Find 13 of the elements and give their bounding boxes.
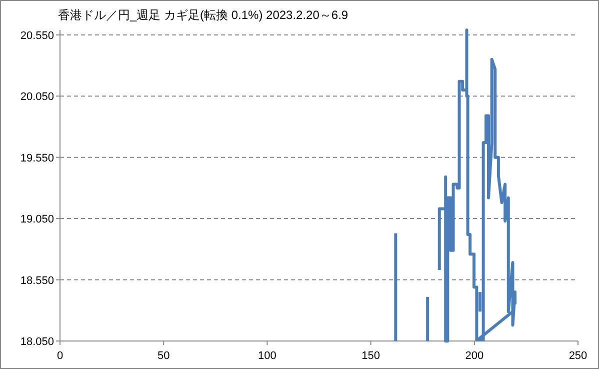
y-tick-label: 20.550: [20, 30, 54, 42]
x-tick-label: 150: [362, 350, 380, 362]
y-tick-label: 18.550: [20, 274, 54, 287]
y-tick-label: 19.550: [20, 152, 54, 164]
x-tick-label: 100: [258, 350, 276, 362]
y-tick-label: 20.050: [20, 91, 54, 104]
y-tick-label: 18.050: [20, 336, 54, 348]
y-tick-label: 19.050: [20, 214, 54, 226]
x-tick-label: 50: [157, 350, 170, 362]
x-tick-label: 200: [465, 350, 484, 362]
chart-title: 香港ドル／円_週足 カギ足(転換 0.1%) 2023.2.20～6.9: [58, 8, 348, 22]
x-tick-label: 250: [568, 350, 588, 362]
x-tick-label: 0: [56, 350, 64, 362]
